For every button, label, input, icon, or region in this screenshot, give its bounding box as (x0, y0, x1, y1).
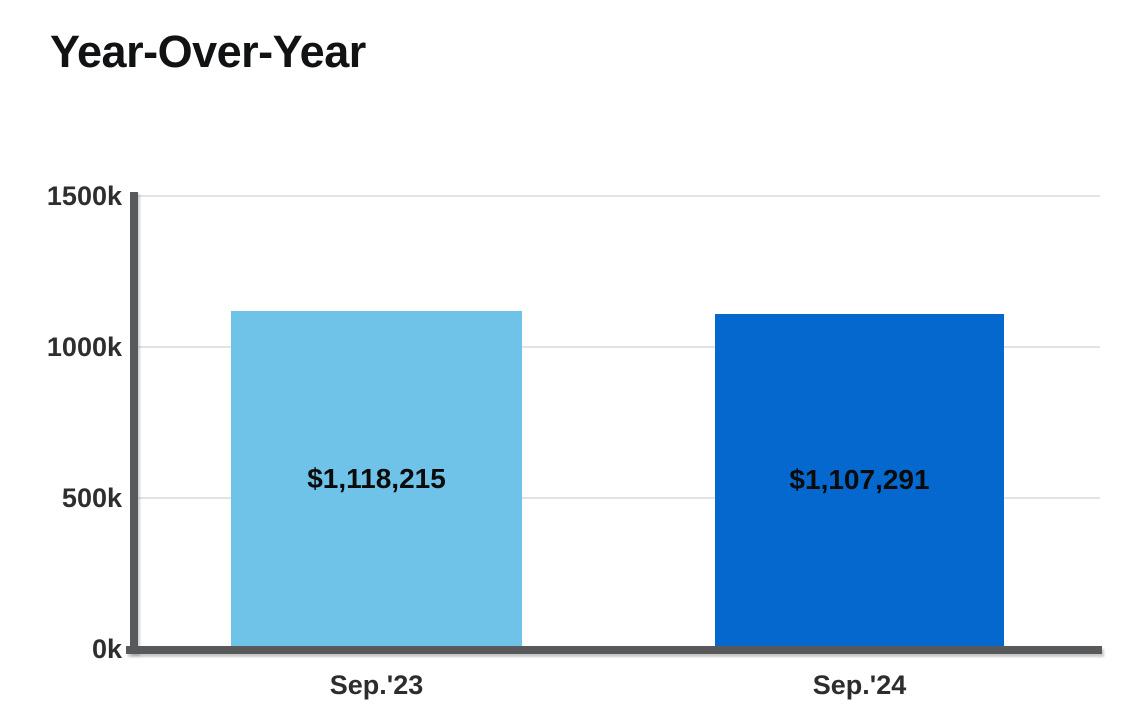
gridline-1000k (138, 346, 1100, 348)
bar-value-label-sep-24: $1,107,291 (789, 464, 930, 495)
gridline-1500k (138, 195, 1100, 197)
bar-sep-24[interactable]: $1,107,291 (715, 314, 1004, 646)
x-axis-label-sep-23: Sep.'23 (329, 670, 424, 700)
y-axis-tick-label-1500k: 1500k (46, 181, 122, 211)
y-axis-tick-label-1000k: 1000k (46, 332, 122, 362)
gridline-500k (138, 497, 1100, 499)
y-axis-tick-label-0k: 0k (91, 634, 122, 664)
x-axis-label-sep-24: Sep.'24 (812, 670, 907, 700)
chart-title: Year-Over-Year (50, 26, 366, 77)
bar-sep-23[interactable]: $1,118,215 (231, 311, 522, 646)
y-axis-line (130, 192, 138, 654)
plot-area: $1,118,215 $1,107,291 (138, 196, 1100, 646)
bar-value-label-sep-23: $1,118,215 (307, 462, 446, 494)
x-axis-line (126, 646, 1102, 654)
y-axis-tick-label-500k: 500k (61, 483, 122, 513)
